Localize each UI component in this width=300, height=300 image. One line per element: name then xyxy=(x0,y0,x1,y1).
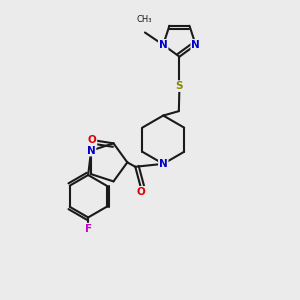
Text: N: N xyxy=(191,40,200,50)
Text: O: O xyxy=(137,187,146,197)
Text: F: F xyxy=(85,224,92,234)
Text: O: O xyxy=(88,135,96,146)
Text: CH₃: CH₃ xyxy=(136,15,152,24)
Text: S: S xyxy=(176,81,183,91)
Text: N: N xyxy=(159,40,168,50)
Text: N: N xyxy=(87,146,95,156)
Text: N: N xyxy=(159,159,168,169)
